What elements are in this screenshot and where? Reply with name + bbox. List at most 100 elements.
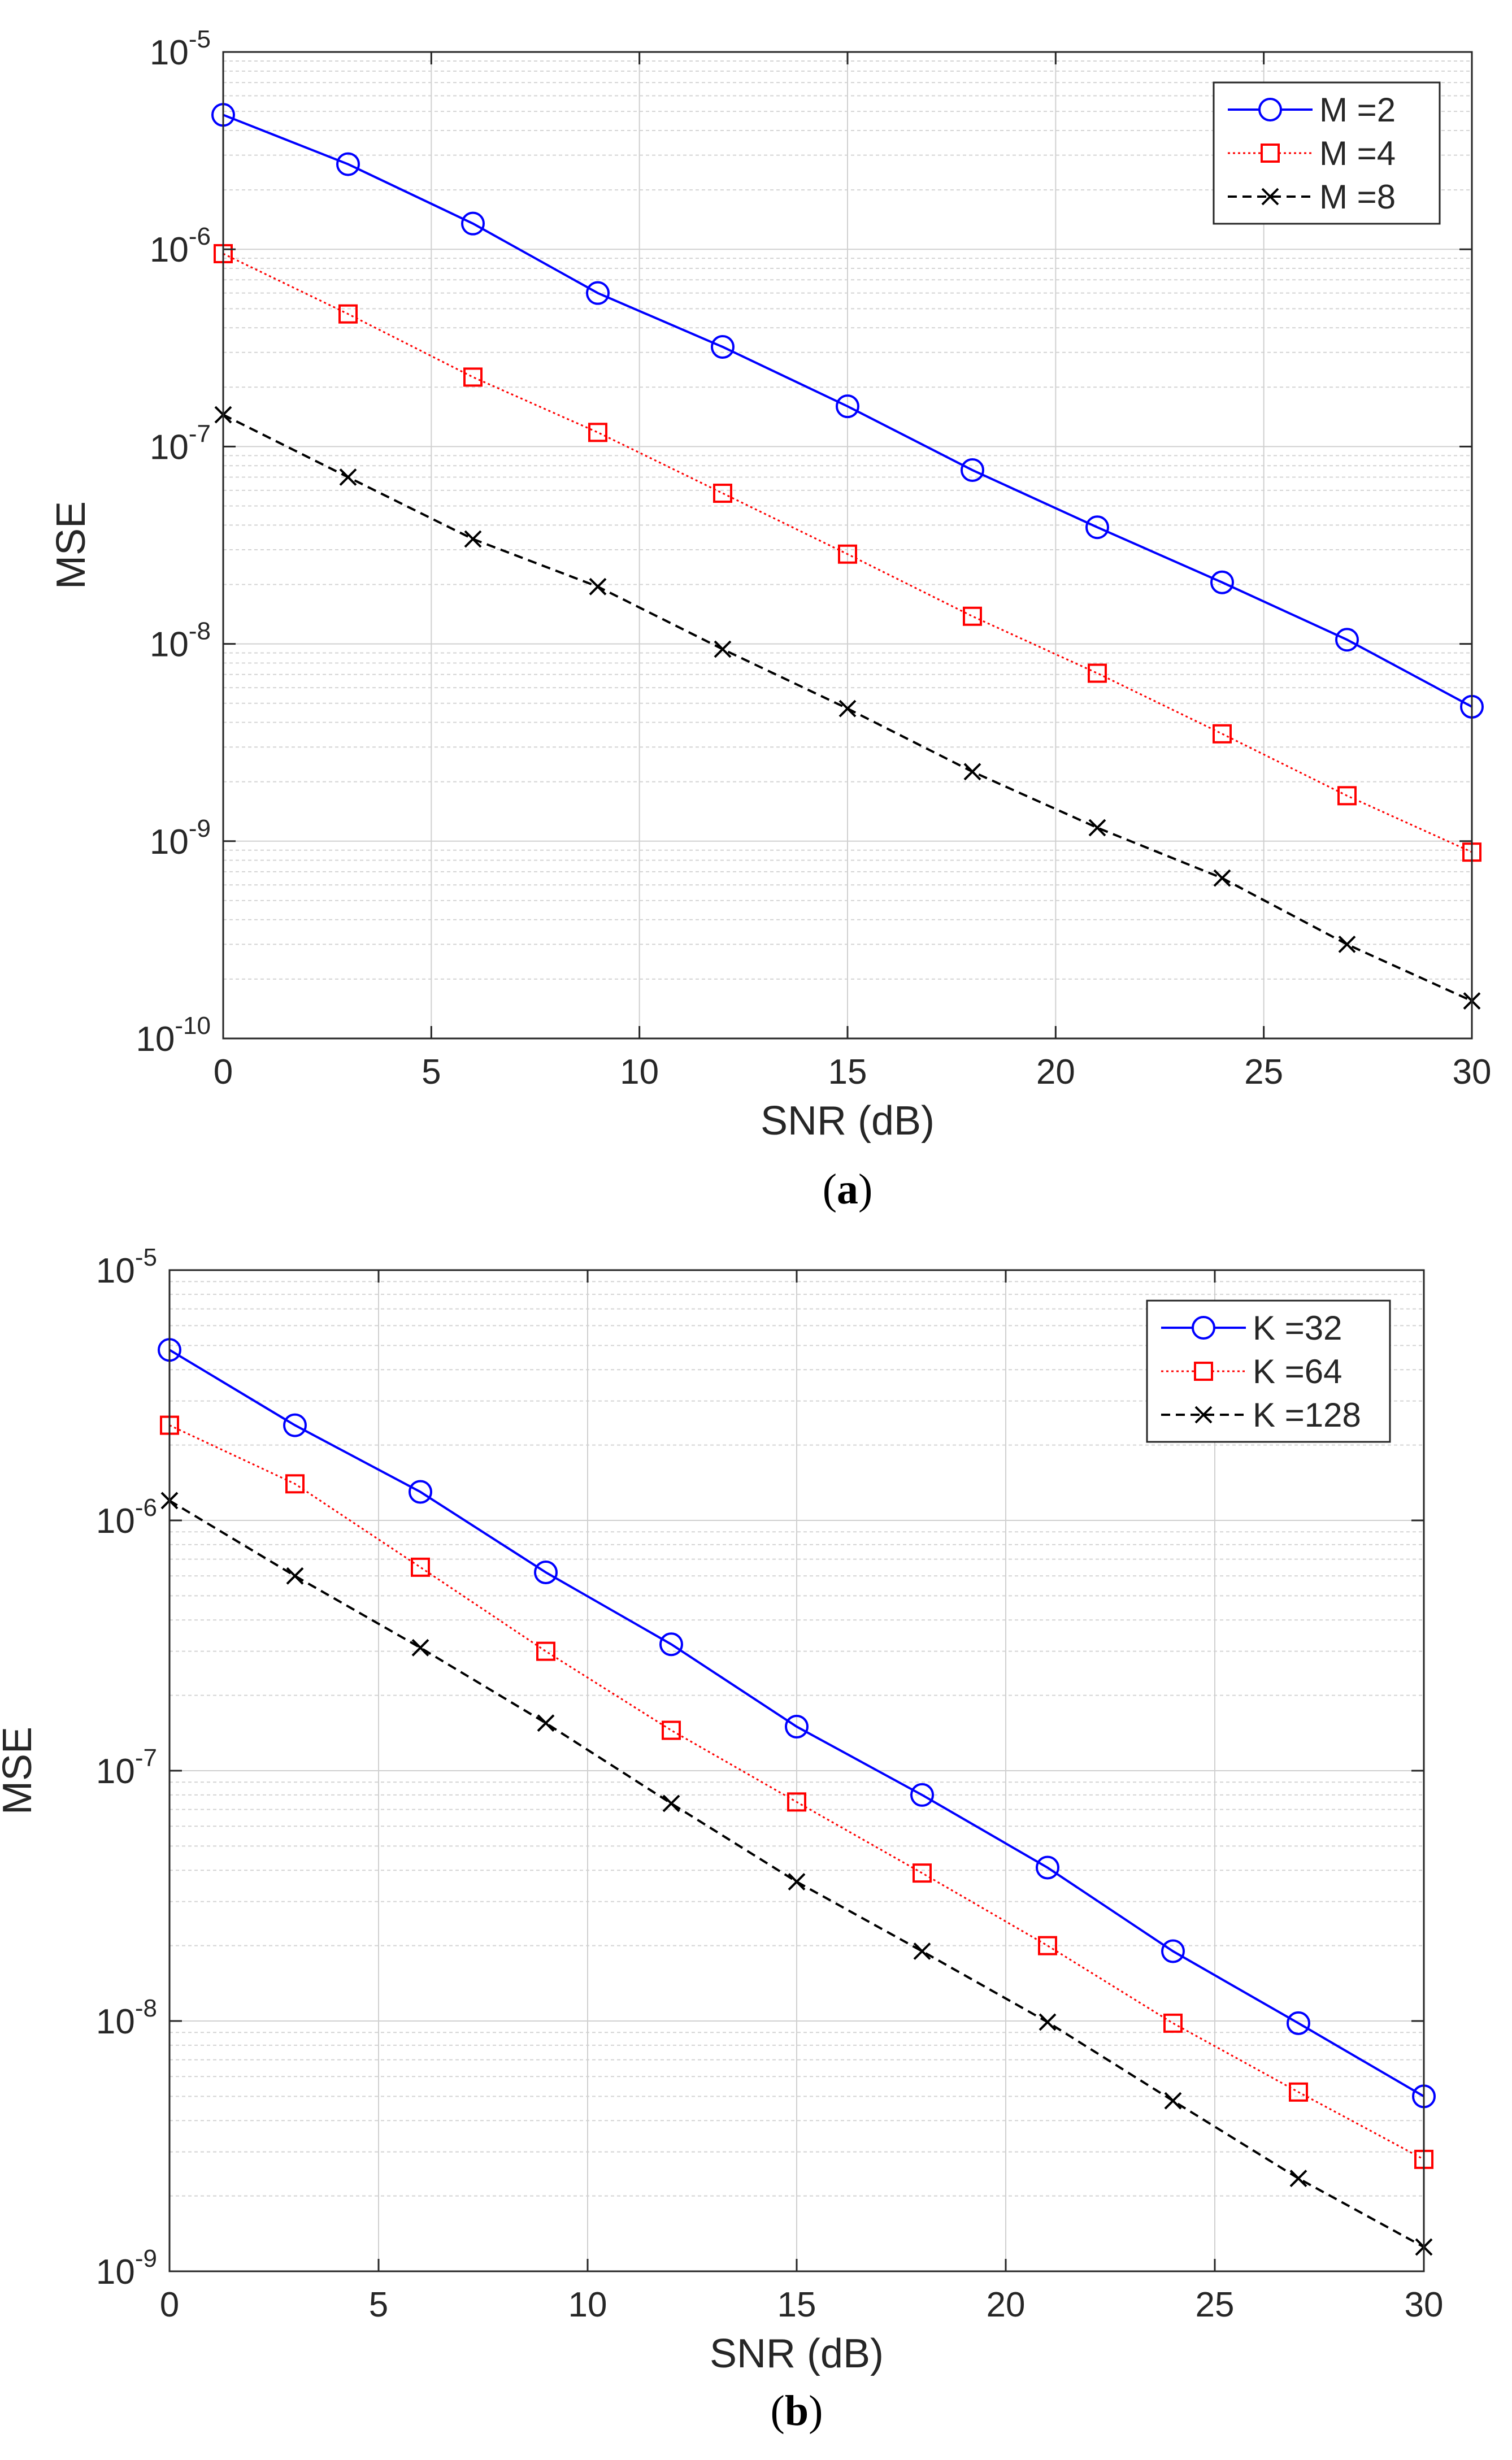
legend-item: K =32 xyxy=(1161,1309,1342,1347)
data-point xyxy=(838,544,857,564)
figure-caption: (b) xyxy=(771,2387,823,2435)
data-point xyxy=(1289,2170,1307,2188)
data-point xyxy=(586,281,610,305)
y-axis: 10-10 10-9 10-8 10-7 10-6 10-5 xyxy=(136,25,1472,1059)
legend-marker xyxy=(1261,144,1280,163)
chart-a: 0 5 10 15 20 25 30 10-10 10-9 10-8 10-7 10-6 10-5 SNR… xyxy=(49,25,1491,1213)
x-tick-label: 20 xyxy=(1036,1053,1075,1092)
data-point xyxy=(1210,570,1234,594)
x-tick-label: 30 xyxy=(1405,2285,1444,2324)
data-point xyxy=(1163,2013,1183,2033)
data-point xyxy=(534,1560,558,1584)
y-axis-label: MSE xyxy=(49,501,94,589)
y-axis: 10-9 10-8 10-7 10-6 10-5 xyxy=(96,1244,1424,2292)
data-point xyxy=(339,468,357,486)
data-point xyxy=(1164,2092,1182,2110)
series-k-128 xyxy=(160,1492,1433,2256)
data-point xyxy=(838,699,857,718)
data-point xyxy=(1161,1939,1185,1963)
legend-item: K =128 xyxy=(1161,1396,1361,1434)
data-point xyxy=(1287,2011,1310,2035)
data-point xyxy=(411,1557,430,1577)
y-tick-label: 10-6 xyxy=(150,223,211,270)
legend-item: M =4 xyxy=(1228,134,1396,172)
x-tick-label: 15 xyxy=(777,2285,816,2324)
legend-label: K =64 xyxy=(1253,1353,1342,1390)
data-point xyxy=(285,1474,305,1494)
series-m-2 xyxy=(211,103,1484,719)
x-tick-label: 5 xyxy=(422,1053,441,1092)
data-point xyxy=(963,763,981,781)
series-line xyxy=(168,1500,1424,2248)
data-point xyxy=(662,1794,680,1813)
series-m-4 xyxy=(214,244,1481,862)
series-line xyxy=(169,1424,1424,2161)
x-tick-label: 20 xyxy=(987,2285,1026,2324)
data-point xyxy=(836,394,859,419)
chart-b: 0 5 10 15 20 25 30 10-9 10-8 10-7 10-6 10-5 SNR (dB)… xyxy=(0,1244,1443,2435)
data-point xyxy=(662,1720,681,1740)
data-point xyxy=(537,1714,555,1732)
data-point xyxy=(1338,935,1356,953)
y-tick-label: 10-8 xyxy=(150,618,211,664)
data-point xyxy=(961,458,984,483)
y-tick-label: 10-5 xyxy=(150,25,211,72)
legend-marker xyxy=(1258,98,1282,121)
data-point xyxy=(1289,2082,1308,2102)
legend-box xyxy=(1213,81,1441,225)
data-point xyxy=(788,1873,806,1890)
x-tick-label: 0 xyxy=(160,2285,179,2324)
legend-label: K =128 xyxy=(1253,1396,1361,1434)
data-point xyxy=(336,152,360,176)
x-tick-label: 0 xyxy=(214,1053,233,1092)
x-tick-label: 10 xyxy=(620,1053,659,1092)
data-point xyxy=(910,1783,934,1807)
y-tick-label: 10-6 xyxy=(96,1494,157,1541)
data-point xyxy=(588,423,607,442)
y-tick-label: 10-9 xyxy=(96,2245,157,2292)
series-line xyxy=(168,1349,1425,2098)
y-tick-label: 10-8 xyxy=(96,1994,157,2041)
data-point xyxy=(1085,515,1109,540)
series-line xyxy=(223,114,1472,708)
data-point xyxy=(1036,1855,1059,1880)
data-point xyxy=(659,1632,683,1657)
data-point xyxy=(409,1480,432,1504)
y-tick-label: 10-7 xyxy=(96,1744,157,1791)
y-tick-label: 10-5 xyxy=(96,1244,157,1290)
data-point xyxy=(787,1792,806,1812)
x-tick-label: 30 xyxy=(1453,1053,1492,1092)
data-point xyxy=(714,640,732,658)
y-tick-label: 10-7 xyxy=(150,420,211,467)
legend-label: K =32 xyxy=(1253,1309,1342,1347)
x-axis-label: SNR (dB) xyxy=(761,1098,935,1144)
series-line xyxy=(223,253,1472,853)
data-point xyxy=(1337,786,1357,806)
data-point xyxy=(913,1863,932,1883)
legend-label: M =2 xyxy=(1319,91,1396,129)
data-point xyxy=(1088,663,1107,683)
data-point xyxy=(785,1714,809,1738)
legend-item: K =64 xyxy=(1161,1353,1342,1390)
legend: K =32 K =64 K =128 xyxy=(1146,1299,1391,1443)
data-point xyxy=(1088,819,1106,837)
series-m-8 xyxy=(214,406,1481,1010)
data-point xyxy=(1335,628,1359,652)
data-point xyxy=(711,335,735,359)
data-point xyxy=(1213,869,1231,887)
data-point xyxy=(963,606,982,626)
data-point xyxy=(713,484,732,503)
data-point xyxy=(464,530,482,548)
legend-marker xyxy=(1261,188,1279,206)
legend-item: M =2 xyxy=(1228,91,1396,129)
y-tick-label: 10-10 xyxy=(136,1012,211,1059)
legend: M =2 M =4 M =8 xyxy=(1213,81,1441,225)
legend-item: M =8 xyxy=(1228,178,1396,216)
legend-marker xyxy=(1192,1316,1215,1340)
x-axis: 0 5 10 15 20 25 30 xyxy=(214,52,1492,1092)
data-point xyxy=(463,367,483,387)
legend-label: M =8 xyxy=(1319,178,1396,216)
x-tick-label: 25 xyxy=(1196,2285,1235,2324)
data-point xyxy=(1213,724,1232,744)
